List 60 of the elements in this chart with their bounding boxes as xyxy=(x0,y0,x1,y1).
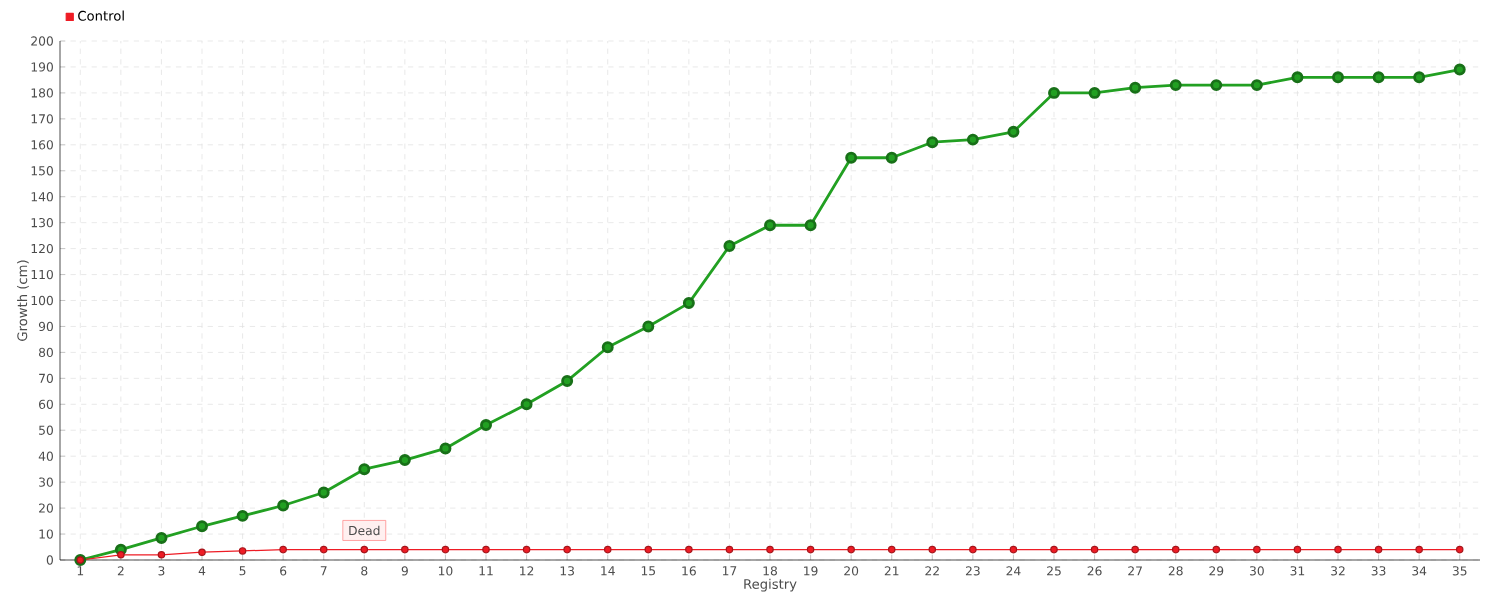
legend-label: Control xyxy=(78,10,124,21)
x-tick-label: 9 xyxy=(401,566,408,576)
x-tick-label: 27 xyxy=(1128,566,1142,576)
x-tick-label: 20 xyxy=(844,566,859,576)
y-tick-label: 120 xyxy=(31,243,53,254)
x-tick-label: 5 xyxy=(239,566,246,576)
y-tick-label: 130 xyxy=(31,218,53,228)
x-tick-label: 10 xyxy=(438,566,453,576)
y-tick-label: 200 xyxy=(31,36,53,46)
y-tick-label: 110 xyxy=(31,269,53,280)
y-tick-label: 150 xyxy=(31,166,53,176)
x-tick-label: 2 xyxy=(117,566,124,576)
y-tick-label: 80 xyxy=(38,347,53,358)
x-tick-label: 30 xyxy=(1249,566,1264,576)
y-tick-label: 10 xyxy=(39,529,53,539)
x-tick-label: 17 xyxy=(722,566,737,576)
y-tick-label: 180 xyxy=(31,88,53,98)
y-tick-label: 20 xyxy=(39,503,53,513)
x-tick-label: 8 xyxy=(361,566,368,576)
y-tick-label: 30 xyxy=(39,477,53,487)
x-tick-label: 15 xyxy=(641,566,656,576)
x-tick-label: 34 xyxy=(1412,566,1427,576)
x-tick-label: 29 xyxy=(1209,566,1224,576)
x-tick-label: 25 xyxy=(1047,566,1061,576)
x-tick-label: 1 xyxy=(77,566,84,576)
y-tick-label: 190 xyxy=(31,62,53,72)
annotation: Dead xyxy=(349,525,380,536)
x-tick-label: 11 xyxy=(479,566,493,576)
x-tick-label: 4 xyxy=(198,566,206,576)
y-tick-label: 140 xyxy=(31,192,53,202)
y-tick-label: 160 xyxy=(31,140,53,150)
y-tick-label: 170 xyxy=(31,114,53,124)
y-tick-label: 50 xyxy=(39,425,53,435)
y-axis-title: Growth (cm) xyxy=(17,260,29,341)
x-tick-label: 6 xyxy=(280,566,287,576)
x-tick-label: 21 xyxy=(884,566,899,576)
y-tick-label: 0 xyxy=(46,555,53,565)
y-tick-label: 100 xyxy=(31,295,53,306)
x-tick-label: 3 xyxy=(158,566,165,576)
x-tick-label: 14 xyxy=(601,566,615,576)
x-tick-label: 32 xyxy=(1331,566,1345,576)
x-tick-label: 31 xyxy=(1290,566,1305,576)
x-tick-label: 28 xyxy=(1168,566,1183,576)
y-tick-label: 90 xyxy=(38,321,53,332)
x-tick-label: 26 xyxy=(1087,566,1102,576)
x-tick-label: 33 xyxy=(1371,566,1386,576)
x-axis-title: Registry xyxy=(744,578,797,592)
x-tick-label: 13 xyxy=(560,566,574,576)
x-tick-label: 35 xyxy=(1452,566,1467,576)
x-tick-label: 19 xyxy=(804,566,818,576)
x-tick-label: 7 xyxy=(320,566,327,576)
y-tick-label: 40 xyxy=(38,451,53,461)
y-tick-label: 60 xyxy=(39,399,53,409)
x-tick-label: 18 xyxy=(763,566,777,576)
x-tick-label: 16 xyxy=(682,566,696,576)
x-tick-label: 12 xyxy=(520,566,534,576)
y-tick-label: 70 xyxy=(39,373,53,383)
x-tick-label: 22 xyxy=(925,566,939,576)
x-tick-label: 24 xyxy=(1006,566,1021,576)
x-tick-label: 23 xyxy=(965,566,980,576)
